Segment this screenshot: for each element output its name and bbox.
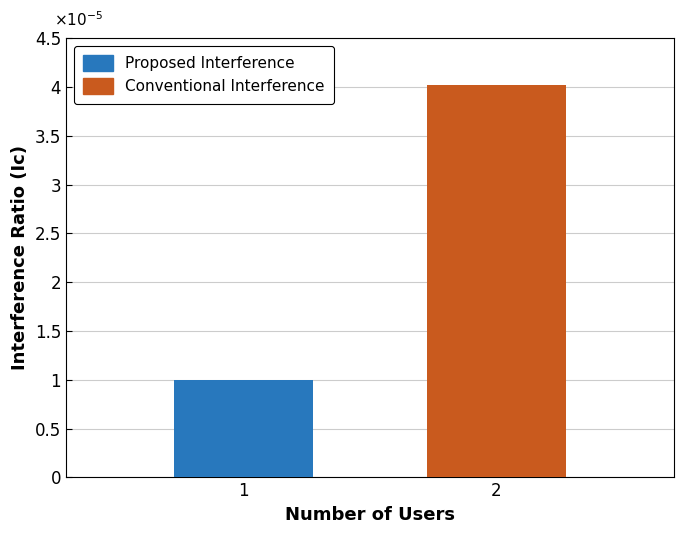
X-axis label: Number of Users: Number of Users — [285, 506, 455, 524]
Bar — [427, 85, 566, 477]
Text: $\times10^{-5}$: $\times10^{-5}$ — [53, 11, 103, 29]
Bar — [173, 380, 313, 477]
Legend: Proposed Interference, Conventional Interference: Proposed Interference, Conventional Inte… — [73, 45, 334, 104]
Y-axis label: Interference Ratio (Ic): Interference Ratio (Ic) — [11, 146, 29, 370]
